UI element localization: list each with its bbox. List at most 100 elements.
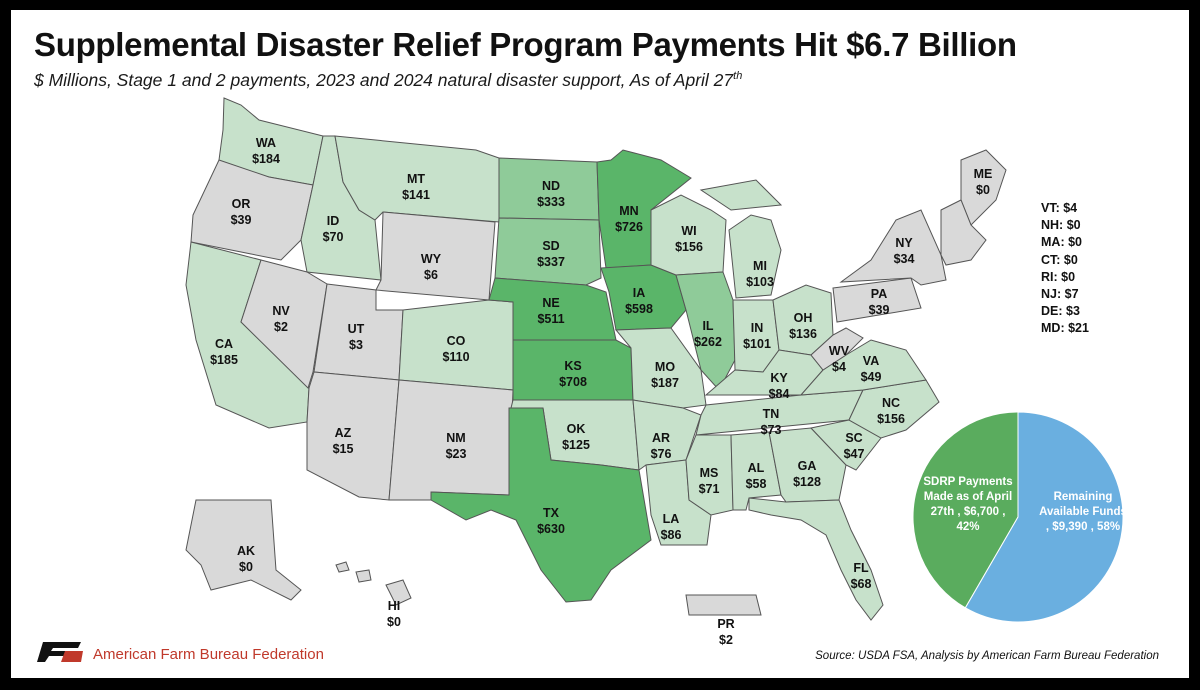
- small-state-item: VT: $4: [1041, 201, 1078, 215]
- state-abbr-al: AL: [748, 461, 765, 475]
- state-abbr-id: ID: [327, 214, 340, 228]
- subtitle-superscript: th: [733, 70, 743, 83]
- state-abbr-wy: WY: [421, 252, 442, 266]
- state-shape-fl: [748, 497, 884, 621]
- state-value-tn: $73: [761, 423, 782, 437]
- state-value-ne: $511: [537, 312, 564, 326]
- state-value-mo: $187: [651, 376, 679, 390]
- state-abbr-wv: WV: [829, 344, 850, 358]
- small-state-item: NH: $0: [1041, 218, 1081, 233]
- state-abbr-sc: SC: [845, 431, 862, 445]
- state-value-ca: $185: [210, 353, 238, 367]
- state-shape-sc: [810, 419, 882, 471]
- pie-label-paid: 42%: [956, 521, 979, 533]
- state-value-oh: $136: [789, 327, 817, 341]
- state-shape-ak: [185, 499, 302, 601]
- state-value-wv: $4: [832, 360, 846, 374]
- state-value-ks: $708: [559, 375, 587, 389]
- state-value-ny: $34: [894, 252, 915, 266]
- infographic-frame: Supplemental Disaster Relief Program Pay…: [11, 10, 1189, 678]
- state-value-tx: $630: [537, 522, 565, 536]
- state-shape-mi: [699, 179, 783, 299]
- state-shape-pr: [685, 594, 762, 616]
- state-value-al: $58: [746, 477, 767, 491]
- state-value-hi: $0: [387, 615, 401, 629]
- state-value-ia: $598: [625, 302, 653, 316]
- state-shape-pa: [832, 277, 922, 323]
- state-value-nm: $23: [446, 447, 467, 461]
- state-abbr-in: IN: [751, 321, 764, 335]
- state-abbr-ia: IA: [633, 286, 646, 300]
- pie-slice-remaining: [964, 411, 1124, 623]
- state-value-wa: $184: [252, 152, 280, 166]
- state-value-sc: $47: [844, 447, 865, 461]
- pie-label-remaining: , $9,390 , 58%: [1046, 521, 1120, 533]
- state-abbr-ak: AK: [237, 544, 255, 558]
- state-abbr-ar: AR: [652, 431, 670, 445]
- state-abbr-sd: SD: [542, 239, 559, 253]
- state-abbr-ut: UT: [348, 322, 365, 336]
- state-value-pa: $39: [869, 303, 890, 317]
- state-abbr-ca: CA: [215, 337, 233, 351]
- state-abbr-or: OR: [232, 197, 251, 211]
- state-shape-nv: [240, 259, 328, 389]
- pie-slice-paid: [912, 411, 1019, 609]
- state-abbr-nc: NC: [882, 396, 900, 410]
- state-value-or: $39: [231, 213, 252, 227]
- state-value-wi: $156: [675, 240, 703, 254]
- state-value-mt: $141: [402, 188, 430, 202]
- state-shape-il: [675, 271, 736, 391]
- state-abbr-nv: NV: [272, 304, 290, 318]
- state-abbr-il: IL: [702, 319, 713, 333]
- state-shape-hi: [335, 561, 412, 606]
- state-value-nd: $333: [537, 195, 565, 209]
- state-shape-wv: [810, 327, 864, 371]
- state-abbr-pr: PR: [717, 617, 734, 631]
- state-abbr-az: AZ: [335, 426, 352, 440]
- states-layer: [185, 97, 1007, 621]
- state-abbr-tn: TN: [763, 407, 780, 421]
- state-abbr-pa: PA: [871, 287, 887, 301]
- state-value-nv: $2: [274, 320, 288, 334]
- state-value-az: $15: [333, 442, 354, 456]
- state-value-wy: $6: [424, 268, 438, 282]
- state-abbr-hi: HI: [388, 599, 401, 613]
- state-value-mn: $726: [615, 220, 643, 234]
- state-abbr-ne: NE: [542, 296, 559, 310]
- state-shape-ny: [839, 209, 947, 286]
- state-shape-ne_sm: [940, 199, 987, 266]
- state-abbr-tx: TX: [543, 506, 560, 520]
- state-value-mi: $103: [746, 275, 774, 289]
- state-value-ok: $125: [562, 438, 590, 452]
- state-shape-mo: [614, 327, 707, 409]
- state-value-il: $262: [694, 335, 722, 349]
- state-value-nc: $156: [877, 412, 905, 426]
- state-value-id: $70: [323, 230, 344, 244]
- state-shape-mn: [596, 149, 692, 269]
- pie-label-remaining: Remaining: [1054, 491, 1113, 503]
- state-shape-or: [190, 159, 314, 261]
- small-state-item: RI: $0: [1041, 269, 1076, 284]
- state-value-ak: $0: [239, 560, 253, 574]
- organization-name: American Farm Bureau Federation: [93, 646, 324, 663]
- state-shape-wi: [650, 194, 727, 276]
- state-abbr-oh: OH: [794, 311, 813, 325]
- pie-label-paid: SDRP Payments: [923, 476, 1012, 488]
- state-abbr-mi: MI: [753, 259, 767, 273]
- pie-label-paid: 27th , $6,700 ,: [931, 506, 1006, 518]
- small-states-list: VT: $4 NH: $0 MA: $0 CT: $0 RI: $0 NJ: $…: [1041, 200, 1089, 338]
- state-shape-az: [306, 371, 400, 501]
- state-abbr-va: VA: [863, 354, 879, 368]
- state-shape-wy: [375, 211, 496, 301]
- state-abbr-mt: MT: [407, 172, 425, 186]
- state-value-ms: $71: [699, 482, 720, 496]
- pie-label-paid: Made as of April: [924, 491, 1012, 503]
- small-state-item: MD: $21: [1041, 321, 1089, 336]
- small-state-item: NJ: $7: [1041, 287, 1079, 302]
- state-abbr-ks: KS: [564, 359, 581, 373]
- state-abbr-mo: MO: [655, 360, 675, 374]
- state-shape-sd: [494, 217, 602, 286]
- state-abbr-me: ME: [974, 167, 993, 181]
- state-value-sd: $337: [537, 255, 565, 269]
- state-value-la: $86: [661, 528, 682, 542]
